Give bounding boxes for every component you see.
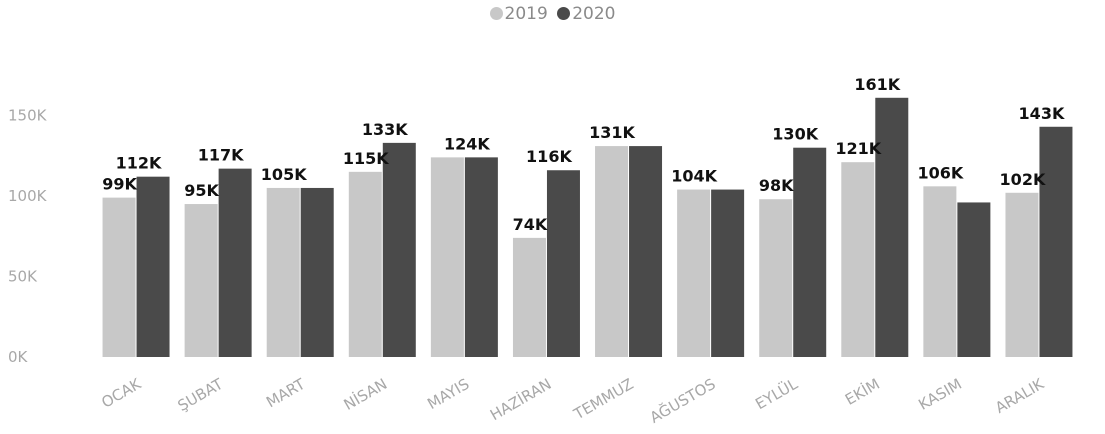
data-label-2020-ni̇san: 133K [362,120,408,139]
legend-label-2020: 2020 [572,4,616,24]
bar-2019-mart[interactable] [266,187,300,357]
x-tick-label: TEMMUZ [570,375,637,424]
bar-2019-temmuz[interactable] [595,146,629,357]
data-label-2020-hazi̇ran: 116K [526,147,572,166]
bar-2020-mayis[interactable] [464,157,498,357]
legend-swatch-2019 [489,7,503,20]
bar-2020-eylül[interactable] [793,147,827,357]
data-label-2020-eki̇m: 161K [854,75,900,94]
x-tick-label: HAZİRAN [486,374,554,424]
data-label-2019-ni̇san: 115K [343,149,389,168]
data-label-2019-temmuz: 131K [589,123,635,142]
bar-2020-kasim[interactable] [957,202,991,357]
bar-2020-eki̇m[interactable] [875,97,909,357]
legend-swatch-2020 [557,7,571,20]
y-tick-label: 100K [8,187,48,205]
bar-2020-ocak[interactable] [136,176,170,357]
bar-2019-aralik[interactable] [1005,192,1039,357]
data-label-2020-eylül: 130K [772,125,818,144]
x-tick-label: ŞUBAT [175,374,227,415]
data-label-2019-ocak: 99K [102,175,137,194]
legend-item-2020[interactable]: 2020 [557,4,615,24]
bar-2020-ağustos[interactable] [711,189,745,357]
data-label-2020-şubat: 117K [198,146,244,165]
data-label-2019-kasim: 106K [917,163,963,182]
bars [102,97,1073,358]
bar-2019-hazi̇ran[interactable] [512,237,546,357]
x-tick-label: MART [263,374,309,411]
bar-2020-ni̇san[interactable] [382,142,416,357]
x-axis: OCAK ŞUBAT MART NİSAN MAYIS HAZİRAN TEMMUZ AĞUS… [98,374,1048,427]
data-label-2019-eki̇m: 121K [835,139,881,158]
y-axis: 0K 50K 100K 150K [8,107,48,367]
bar-2019-ni̇san[interactable] [348,171,382,357]
x-tick-label: OCAK [98,374,145,411]
legend: 2019 2020 [0,4,1105,24]
bar-2020-hazi̇ran[interactable] [546,170,580,357]
bar-2019-mayis[interactable] [430,157,464,357]
data-labels: 99K 112K 95K 117K 105K 115K 133K 124K 74K 116K 131… [102,75,1065,234]
x-tick-label: NİSAN [340,374,390,414]
y-tick-label: 50K [8,268,38,286]
data-label-2020-aralik: 143K [1019,104,1065,123]
y-tick-label: 150K [8,107,48,125]
bar-2019-ocak[interactable] [102,197,136,357]
y-tick-label: 0K [8,348,29,366]
bar-2019-şubat[interactable] [184,204,218,357]
data-label-2019-ağustos: 104K [671,167,717,186]
x-tick-label: AĞUSTOS [646,374,718,427]
data-label-2020-mayis: 124K [444,134,490,153]
bar-2019-eki̇m[interactable] [841,162,875,357]
x-tick-label: ARALIK [992,374,1048,417]
legend-label-2019: 2019 [504,4,548,24]
x-tick-label: KASIM [915,375,964,414]
bar-2020-temmuz[interactable] [629,146,663,357]
data-label-2020-ocak: 112K [116,154,162,173]
legend-item-2019[interactable]: 2019 [489,4,548,24]
x-tick-label: EKİM [842,374,883,409]
data-label-2019-aralik: 102K [1000,170,1046,189]
x-tick-label: EYLÜL [752,374,802,414]
data-label-2019-şubat: 95K [184,181,219,200]
data-label-2019-eylül: 98K [759,176,794,195]
data-label-2019-hazi̇ran: 74K [513,215,548,234]
x-tick-label: MAYIS [424,375,472,413]
bar-2019-eylül[interactable] [759,199,793,357]
bar-2020-şubat[interactable] [218,168,252,357]
bar-2019-ağustos[interactable] [677,189,711,357]
bar-2019-kasim[interactable] [923,186,957,357]
bar-2020-aralik[interactable] [1039,126,1073,358]
bar-2020-mart[interactable] [300,187,334,357]
data-label-2019-mart: 105K [261,165,307,184]
